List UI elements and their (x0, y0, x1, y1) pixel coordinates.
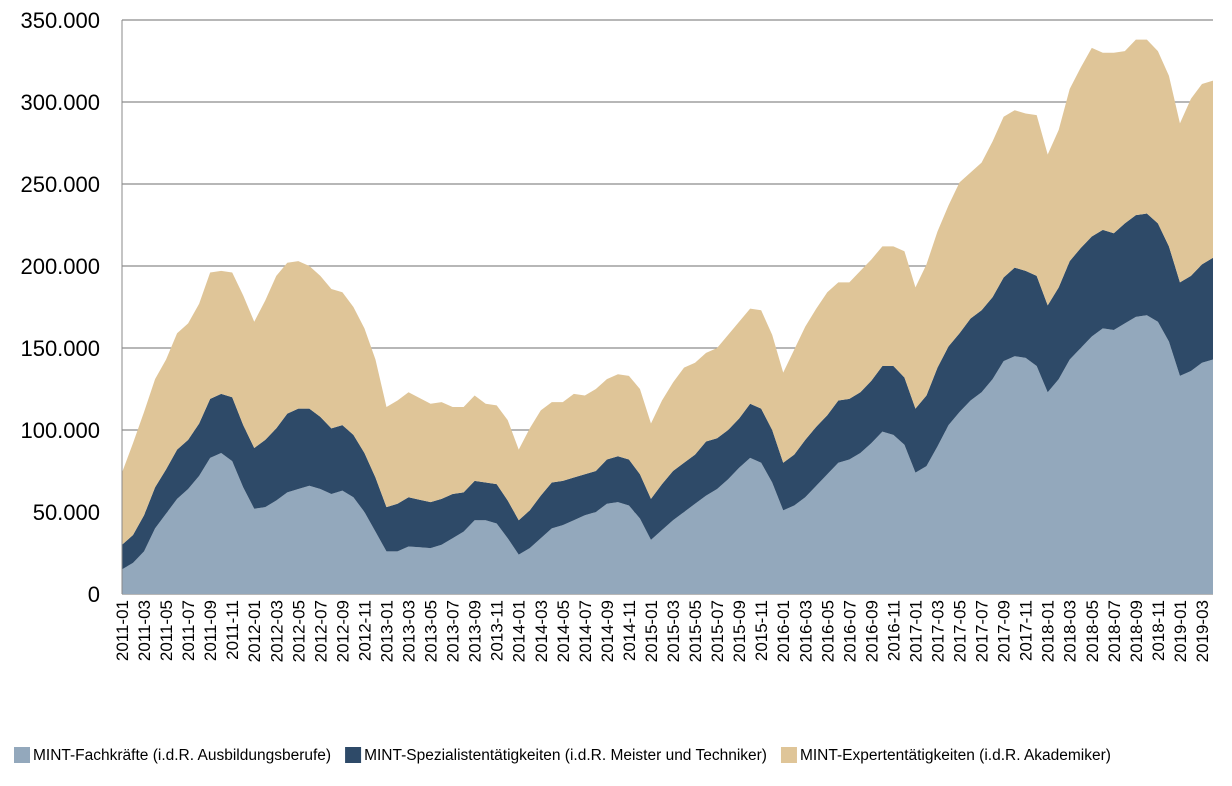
x-tick-label: 2015-05 (686, 600, 705, 662)
legend: MINT-Fachkräfte (i.d.R. Ausbildungsberuf… (14, 747, 1111, 764)
legend-label: MINT-Spezialistentätigkeiten (i.d.R. Mei… (364, 747, 767, 764)
x-tick-label: 2012-03 (267, 600, 286, 662)
x-tick-label: 2018-01 (1039, 600, 1058, 662)
legend-label: MINT-Expertentätigkeiten (i.d.R. Akademi… (800, 747, 1111, 764)
x-tick-label: 2014-09 (598, 600, 617, 662)
x-tick-label: 2015-09 (730, 600, 749, 662)
y-tick-label: 150.000 (20, 336, 100, 361)
x-tick-label: 2014-07 (576, 600, 595, 662)
y-tick-label: 50.000 (33, 500, 100, 525)
x-tick-label: 2012-11 (355, 600, 374, 661)
x-tick-label: 2012-09 (333, 600, 352, 662)
x-tick-label: 2015-03 (664, 600, 683, 662)
x-tick-label: 2017-03 (928, 600, 947, 662)
x-tick-label: 2011-11 (223, 600, 242, 660)
x-tick-label: 2017-07 (973, 600, 992, 662)
x-tick-label: 2019-03 (1193, 600, 1212, 662)
x-tick-label: 2014-01 (510, 600, 529, 662)
legend-swatch (14, 747, 30, 763)
x-axis-tick-labels: 2011-01 2011-03 2011-05 2011-07 2011-09 2011-… (113, 600, 1212, 662)
x-tick-label: 2013-03 (400, 600, 419, 662)
x-tick-label: 2018-11 (1149, 600, 1168, 661)
series-area (122, 39, 1213, 545)
x-tick-label: 2017-05 (951, 600, 970, 662)
y-tick-label: 250.000 (20, 172, 100, 197)
legend-swatch (345, 747, 362, 763)
x-tick-label: 2018-05 (1083, 600, 1102, 662)
x-tick-label: 2017-09 (995, 600, 1014, 662)
x-tick-label: 2018-07 (1105, 600, 1124, 662)
x-tick-label: 2018-09 (1127, 600, 1146, 662)
x-tick-label: 2011-03 (135, 600, 154, 661)
x-tick-label: 2017-01 (906, 600, 925, 662)
x-tick-label: 2015-11 (752, 600, 771, 661)
x-tick-label: 2011-05 (157, 600, 176, 661)
x-tick-label: 2016-01 (774, 600, 793, 662)
y-tick-label: 350.000 (20, 8, 100, 33)
y-tick-label: 200.000 (20, 254, 100, 279)
x-tick-label: 2014-03 (532, 600, 551, 662)
area-series (122, 39, 1213, 594)
y-tick-label: 0 (88, 582, 100, 607)
series-area (122, 315, 1213, 594)
x-tick-label: 2018-03 (1061, 600, 1080, 662)
x-tick-label: 2019-01 (1171, 600, 1190, 662)
x-tick-label: 2013-11 (488, 600, 507, 661)
x-tick-label: 2014-11 (620, 600, 639, 661)
x-tick-label: 2016-09 (862, 600, 881, 662)
x-tick-label: 2015-07 (708, 600, 727, 662)
legend-swatch (780, 747, 797, 763)
x-tick-label: 2011-01 (113, 600, 132, 661)
x-tick-label: 2014-05 (554, 600, 573, 662)
x-tick-label: 2013-05 (422, 600, 441, 662)
x-tick-label: 2016-11 (884, 600, 903, 661)
y-tick-label: 100.000 (20, 418, 100, 443)
x-tick-label: 2011-09 (201, 600, 220, 661)
y-tick-label: 300.000 (20, 90, 100, 115)
x-tick-label: 2012-05 (289, 600, 308, 662)
x-tick-label: 2013-01 (377, 600, 396, 662)
series-area (122, 213, 1213, 570)
x-tick-label: 2016-03 (796, 600, 815, 662)
x-tick-label: 2013-07 (444, 600, 463, 662)
x-tick-label: 2015-01 (642, 600, 661, 662)
x-tick-label: 2012-07 (311, 600, 330, 662)
x-tick-label: 2011-07 (179, 600, 198, 661)
legend-label: MINT-Fachkräfte (i.d.R. Ausbildungsberuf… (33, 747, 331, 764)
x-tick-label: 2016-07 (840, 600, 859, 662)
x-tick-label: 2012-01 (245, 600, 264, 662)
x-tick-label: 2016-05 (818, 600, 837, 662)
y-axis-tick-labels: 0 50.000 100.000 150.000 200.000 250.000 300.0… (20, 8, 100, 607)
x-tick-label: 2013-09 (466, 600, 485, 662)
x-tick-label: 2017-11 (1017, 600, 1036, 661)
